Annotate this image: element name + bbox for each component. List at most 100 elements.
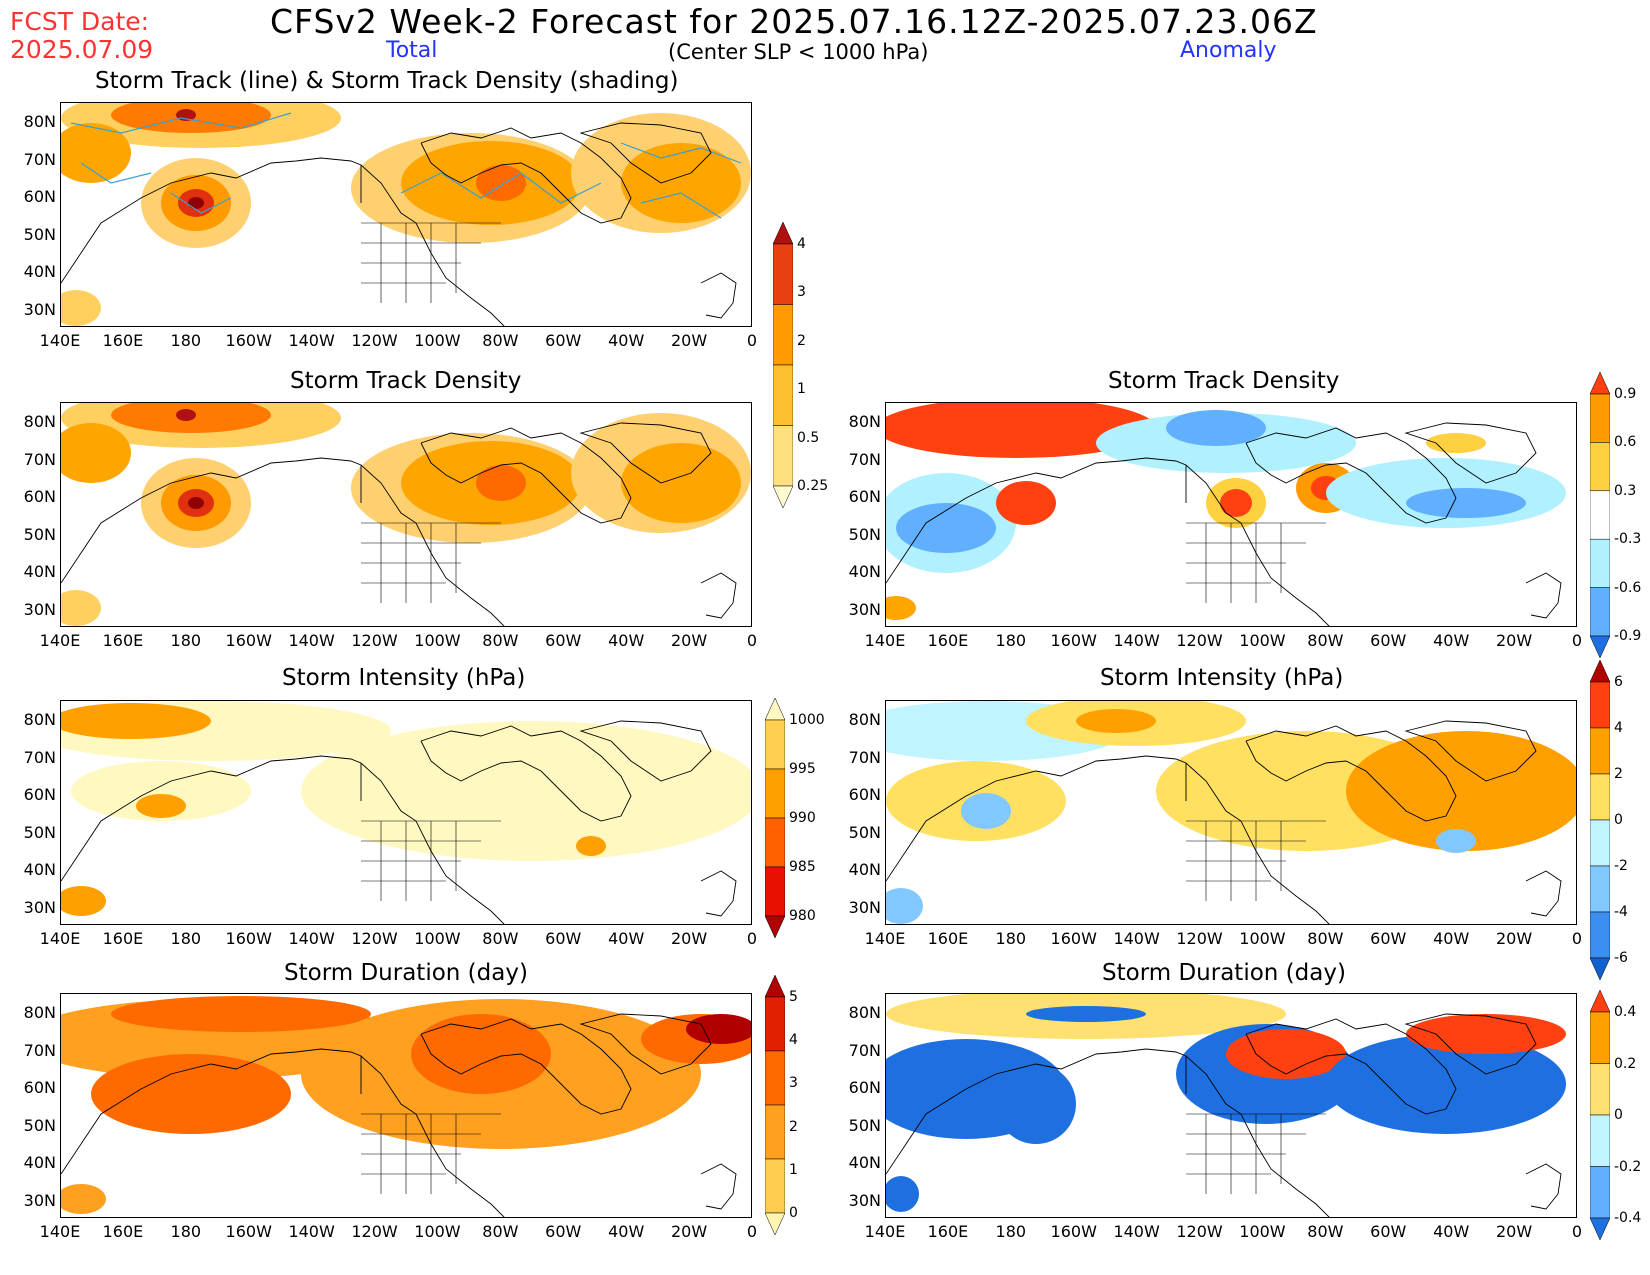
lat-tick-label: 50N <box>23 524 56 544</box>
lon-tick-label: 80W <box>482 1222 519 1241</box>
map-panel-density-anomaly <box>885 402 1577 627</box>
lon-tick-label: 140W <box>288 631 335 650</box>
colorbar-swatches <box>764 974 786 1236</box>
colorbar-tick-label: 1 <box>789 1161 798 1178</box>
lon-tick-label: 140W <box>288 1222 335 1241</box>
shaded-region <box>1166 410 1266 446</box>
lon-tick-label: 60W <box>545 1222 582 1241</box>
colorbar-swatches <box>1589 659 1611 981</box>
colorbar-tick-label: 985 <box>789 859 816 875</box>
lon-tick-label: 20W <box>670 929 708 948</box>
coastline <box>61 422 737 626</box>
lon-tick-label: 60W <box>1370 929 1407 948</box>
lon-tick-label: 20W <box>1495 631 1533 650</box>
colorbar-tick-label: 4 <box>789 1032 798 1049</box>
state-borders <box>361 1113 501 1194</box>
lon-tick-label: 180 <box>995 631 1027 650</box>
lat-tick-label: 40N <box>848 860 881 879</box>
colorbar-swatch <box>1589 911 1611 959</box>
colorbar-tick-label: 1000 <box>789 712 825 728</box>
lon-tick-label: 160E <box>102 929 144 948</box>
shaded-region <box>188 497 204 509</box>
lon-tick-label: 160W <box>1050 631 1097 650</box>
lon-tick-label: 160E <box>927 929 969 948</box>
lon-tick-label: 120W <box>1176 929 1223 948</box>
lon-tick-label: 120W <box>351 631 398 650</box>
panel-title-p1: Storm Track (line) & Storm Track Density… <box>95 68 679 94</box>
shaded-region <box>621 443 741 523</box>
lon-tick-label: 100W <box>1239 929 1286 948</box>
lon-tick-label: 140E <box>39 1222 81 1241</box>
lon-tick-label: 80W <box>482 631 519 650</box>
lon-tick-label: 120W <box>1176 1222 1223 1241</box>
lon-tick-label: 20W <box>670 631 708 650</box>
panel-title-p4: Storm Intensity (hPa) <box>282 665 526 691</box>
lon-tick-label: 140E <box>39 331 81 350</box>
lon-tick-label: 120W <box>351 929 398 948</box>
colorbar-swatch <box>1589 727 1611 775</box>
panel-title-p3: Storm Track Density <box>1108 368 1340 394</box>
colorbar-swatch <box>1589 773 1611 821</box>
lon-tick-label: 140E <box>39 929 81 948</box>
shaded-region <box>61 423 131 483</box>
map-panel-intensity-anomaly <box>885 700 1577 925</box>
lon-tick-label: 80W <box>1307 1222 1344 1241</box>
state-borders <box>1186 522 1326 603</box>
shaded-region <box>886 596 916 620</box>
lon-tick-label: 60W <box>1370 1222 1407 1241</box>
lat-tick-label: 30N <box>23 897 56 917</box>
lon-tick-label: 160W <box>225 331 272 350</box>
colorbar-arrow-top <box>764 697 786 721</box>
lon-tick-label: 80W <box>1307 929 1344 948</box>
colorbar-tick-label: -0.9 <box>1614 628 1642 644</box>
colorbar-tick-label: 0.4 <box>1614 1004 1637 1020</box>
lat-tick-label: 60N <box>848 487 881 506</box>
colorbar-arrow-top <box>1589 371 1611 395</box>
colorbar-tick-label: 0.9 <box>1614 386 1637 402</box>
colorbar-swatch <box>1589 1011 1611 1064</box>
shaded-region <box>1076 709 1156 733</box>
lon-tick-label: 140W <box>1113 631 1160 650</box>
fcst-date-value: 2025.07.09 <box>10 35 154 64</box>
lat-tick-label: 60N <box>848 785 881 804</box>
lat-tick-label: 80N <box>848 1003 881 1022</box>
lon-tick-label: 20W <box>670 1222 708 1241</box>
panel-title-p2: Storm Track Density <box>290 368 522 394</box>
colorbar-density-anomaly: 0.9 0.6 0.3 -0.3 -0.6 -0.9 <box>1589 371 1641 659</box>
map-canvas <box>886 403 1566 626</box>
shaded-region <box>61 123 131 183</box>
colorbar-intensity-anomaly: 6 4 2 0 -2 -4 -6 <box>1589 659 1628 981</box>
colorbar-swatch <box>764 996 786 1052</box>
colorbar-tick-label: -0.4 <box>1614 1210 1642 1226</box>
shaded-region <box>886 1176 919 1212</box>
shaded-region <box>621 143 741 223</box>
coastline <box>886 1013 1562 1217</box>
colorbar-density-total: 4 3 2 1 0.5 0.25 <box>772 221 828 509</box>
storm-track-lines <box>70 112 742 219</box>
shaded-region <box>1226 1029 1346 1079</box>
state-borders <box>361 522 501 603</box>
shaded-region <box>1406 1014 1566 1054</box>
shaded-region <box>111 996 371 1032</box>
lat-tick-label: 30N <box>848 599 881 619</box>
lon-tick-label: 140W <box>288 331 335 350</box>
colorbar-swatch <box>772 304 794 366</box>
colorbar-swatch <box>1589 442 1611 492</box>
lat-tick-label: 50N <box>848 1115 881 1135</box>
lon-tick-label: 160E <box>102 1222 144 1241</box>
shaded-region <box>1436 829 1476 853</box>
colorbar-swatch <box>764 866 786 917</box>
map-canvas <box>61 701 751 924</box>
lon-tick-label: 40W <box>608 929 645 948</box>
coastline <box>886 422 1562 626</box>
lat-tick-label: 40N <box>23 262 56 281</box>
colorbar-tick-label: -2 <box>1614 858 1628 874</box>
main-title: CFSv2 Week-2 Forecast for 2025.07.16.12Z… <box>270 2 1318 41</box>
map-panel-duration-anomaly <box>885 993 1577 1218</box>
map-canvas <box>61 403 751 626</box>
lat-tick-label: 30N <box>23 299 56 319</box>
map-panel-density-total <box>60 402 752 627</box>
colorbar-arrow-top <box>1589 659 1611 683</box>
lon-tick-label: 100W <box>1239 631 1286 650</box>
coastline <box>61 720 737 924</box>
